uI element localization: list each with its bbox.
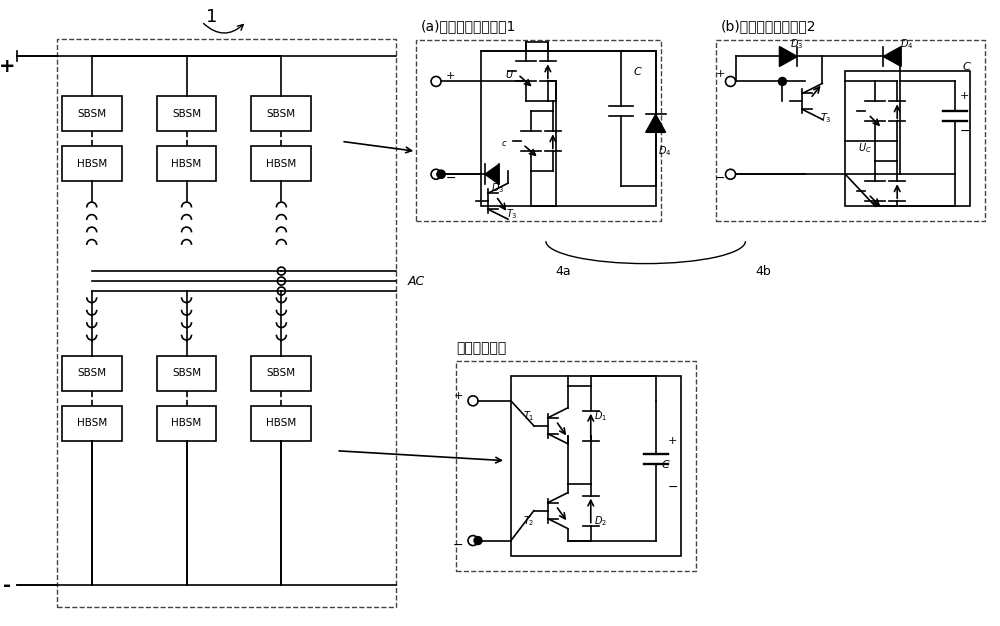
Text: SBSM: SBSM [267,109,296,119]
FancyBboxPatch shape [157,146,216,182]
FancyBboxPatch shape [62,146,122,182]
Text: +: + [454,391,463,401]
FancyBboxPatch shape [157,406,216,441]
Text: HBSM: HBSM [266,159,296,169]
Text: (a)自阻型子模块拓扑1: (a)自阻型子模块拓扑1 [421,19,516,34]
Text: AC: AC [408,275,425,287]
FancyBboxPatch shape [511,376,681,555]
Circle shape [778,78,786,85]
Text: $D_4$: $D_4$ [900,38,914,51]
Polygon shape [883,46,901,66]
Text: HBSM: HBSM [77,418,107,428]
FancyBboxPatch shape [251,96,311,131]
Text: $D_3$: $D_3$ [790,38,804,51]
Polygon shape [779,46,797,66]
Text: $C$: $C$ [661,458,670,470]
Text: $D_4$: $D_4$ [658,145,671,158]
Text: $C$: $C$ [633,66,642,78]
Text: -: - [3,576,11,595]
Text: SBSM: SBSM [77,368,106,378]
Text: $T_3$: $T_3$ [506,207,518,221]
FancyBboxPatch shape [845,71,970,206]
Text: 4b: 4b [755,265,771,277]
Text: HBSM: HBSM [171,418,202,428]
Text: 半桥型子模块: 半桥型子模块 [456,341,506,355]
Polygon shape [646,115,666,132]
Text: HBSM: HBSM [171,159,202,169]
Text: +: + [543,64,550,73]
Text: 4a: 4a [556,265,571,277]
Circle shape [437,170,445,178]
Text: +: + [668,436,677,446]
Text: $U_C$: $U_C$ [858,141,872,155]
FancyBboxPatch shape [62,356,122,391]
Text: +: + [0,57,15,76]
Text: 1: 1 [206,8,217,26]
Text: SBSM: SBSM [172,368,201,378]
FancyBboxPatch shape [251,406,311,441]
Text: $D_3$: $D_3$ [491,182,504,195]
Polygon shape [485,164,499,184]
Text: +: + [716,69,726,80]
Text: SBSM: SBSM [77,109,106,119]
FancyBboxPatch shape [251,146,311,182]
Text: $T_3$: $T_3$ [820,111,832,125]
Text: −: − [960,125,971,138]
Text: SBSM: SBSM [267,368,296,378]
FancyBboxPatch shape [251,356,311,391]
Text: −: − [453,539,463,552]
Text: $D_2$: $D_2$ [594,514,607,528]
Text: $T_1$: $T_1$ [523,409,534,423]
Text: HBSM: HBSM [77,159,107,169]
Text: +: + [446,71,455,81]
FancyBboxPatch shape [62,96,122,131]
Text: $T_2$: $T_2$ [523,514,534,528]
Text: $C$: $C$ [962,61,972,73]
FancyBboxPatch shape [481,51,656,206]
Text: $D_1$: $D_1$ [594,409,607,423]
FancyBboxPatch shape [157,96,216,131]
Circle shape [437,170,445,178]
Text: +: + [960,91,969,101]
Circle shape [474,536,482,545]
Text: −: − [446,172,457,185]
FancyBboxPatch shape [157,356,216,391]
Text: SBSM: SBSM [172,109,201,119]
Text: $U$: $U$ [505,68,514,81]
Text: $c$: $c$ [501,139,508,148]
Text: HBSM: HBSM [266,418,296,428]
Text: −: − [668,481,678,494]
Text: (b)自阻型子模块拓扑2: (b)自阻型子模块拓扑2 [721,19,816,34]
Text: −: − [715,172,726,185]
FancyBboxPatch shape [62,406,122,441]
